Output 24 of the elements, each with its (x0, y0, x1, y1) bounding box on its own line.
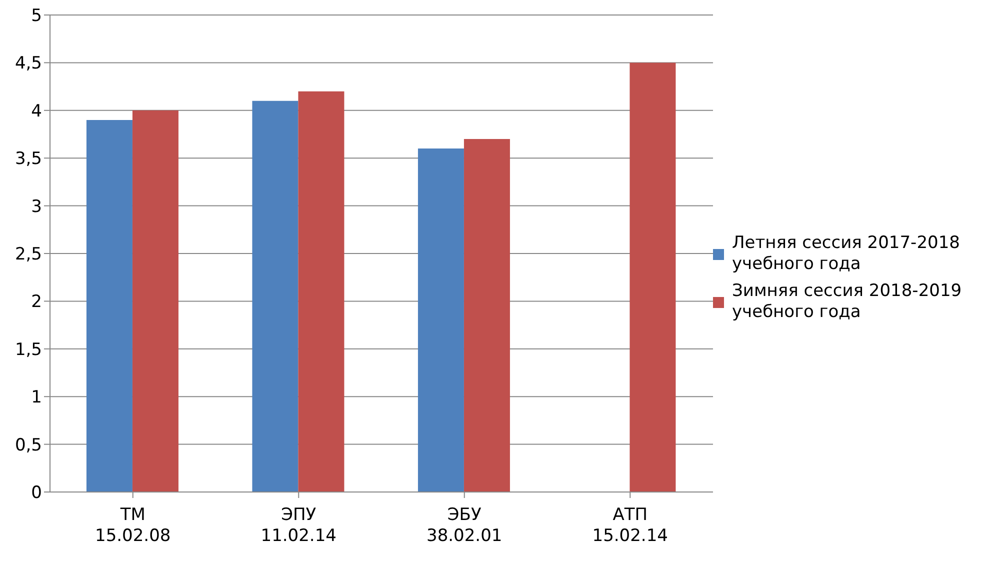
y-tick-label: 2,5 (14, 244, 42, 265)
y-tick-label: 1 (31, 388, 42, 408)
bar (464, 139, 510, 492)
bar (298, 91, 344, 492)
y-tick-label: 1,5 (14, 340, 42, 360)
x-tick-label: ЭБУ 38.02.01 (426, 505, 502, 546)
legend-label: Летняя сессия 2017-2018 учебного года (732, 233, 961, 275)
bar (252, 100, 298, 492)
x-tick-label: АТП 15.02.14 (592, 505, 668, 546)
x-tick-label: ТМ 15.02.08 (95, 505, 171, 546)
y-tick-label: 0,5 (14, 435, 42, 456)
bar (418, 148, 464, 492)
y-tick-label: 5 (31, 6, 42, 26)
x-tick-label: ЭПУ 11.02.14 (260, 505, 336, 546)
bar (132, 110, 178, 492)
bar (630, 62, 676, 492)
y-tick-label: 4 (31, 101, 42, 122)
y-tick-label: 2 (31, 292, 42, 312)
y-tick-label: 3,5 (14, 149, 42, 170)
legend-label: Зимняя сессия 2018-2019 учебного года (732, 281, 963, 323)
y-tick-label: 0 (31, 483, 42, 504)
bar (86, 120, 132, 492)
y-tick-label: 4,5 (14, 54, 42, 74)
y-tick-label: 3 (31, 196, 42, 217)
